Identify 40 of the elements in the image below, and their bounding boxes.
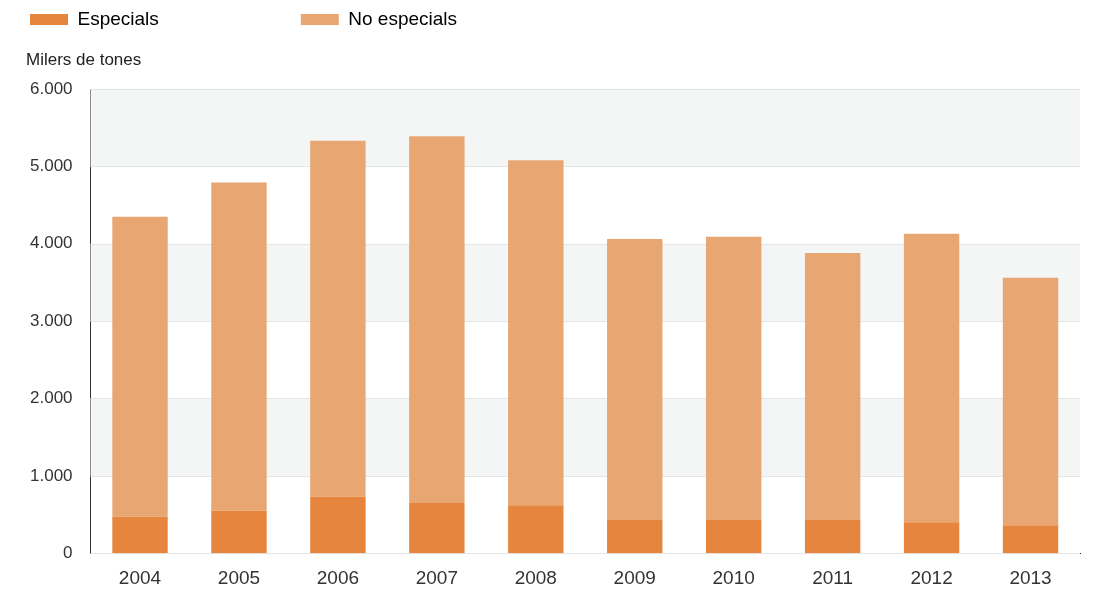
bar [804, 519, 861, 554]
y-tick-label: 2.000 [29, 388, 73, 408]
x-tick-label: 2004 [118, 566, 162, 588]
bar [1002, 277, 1059, 526]
x-tick-label: 2007 [415, 566, 458, 588]
x-tick-label: 2009 [613, 566, 656, 588]
x-tick-label: 2010 [712, 566, 755, 588]
bar [112, 516, 168, 554]
bar [508, 505, 564, 554]
bar [211, 510, 267, 554]
legend-label: No especials [348, 7, 590, 29]
y-axis-title: Milers de tones [26, 50, 142, 70]
bar [607, 519, 663, 554]
y-tick-label: 3.000 [29, 310, 73, 330]
bar [1002, 525, 1059, 554]
x-tick-label: 2011 [812, 566, 854, 588]
bar [508, 160, 564, 506]
y-tick-label: 5.000 [29, 156, 73, 176]
bar [310, 496, 366, 554]
legend-label: Especials [77, 7, 291, 29]
bar [409, 136, 465, 503]
x-tick-label: 2008 [514, 566, 557, 588]
bar [804, 253, 861, 520]
y-tick-label: 0 [63, 542, 73, 562]
bar [211, 182, 267, 511]
bar [705, 236, 762, 520]
x-tick-label: 2006 [316, 566, 360, 588]
x-tick-label: 2013 [1009, 566, 1052, 588]
bar [705, 519, 762, 554]
y-tick-label: 6.000 [29, 78, 73, 98]
x-tick-label: 2005 [217, 566, 261, 588]
bar [903, 522, 960, 554]
bar [310, 140, 366, 497]
x-tick-label: 2012 [910, 566, 953, 588]
bar [607, 239, 663, 520]
bar [903, 233, 960, 523]
y-tick-label: 4.000 [29, 233, 73, 253]
bar [112, 216, 168, 517]
y-tick-label: 1.000 [29, 465, 73, 485]
bar [409, 502, 465, 554]
